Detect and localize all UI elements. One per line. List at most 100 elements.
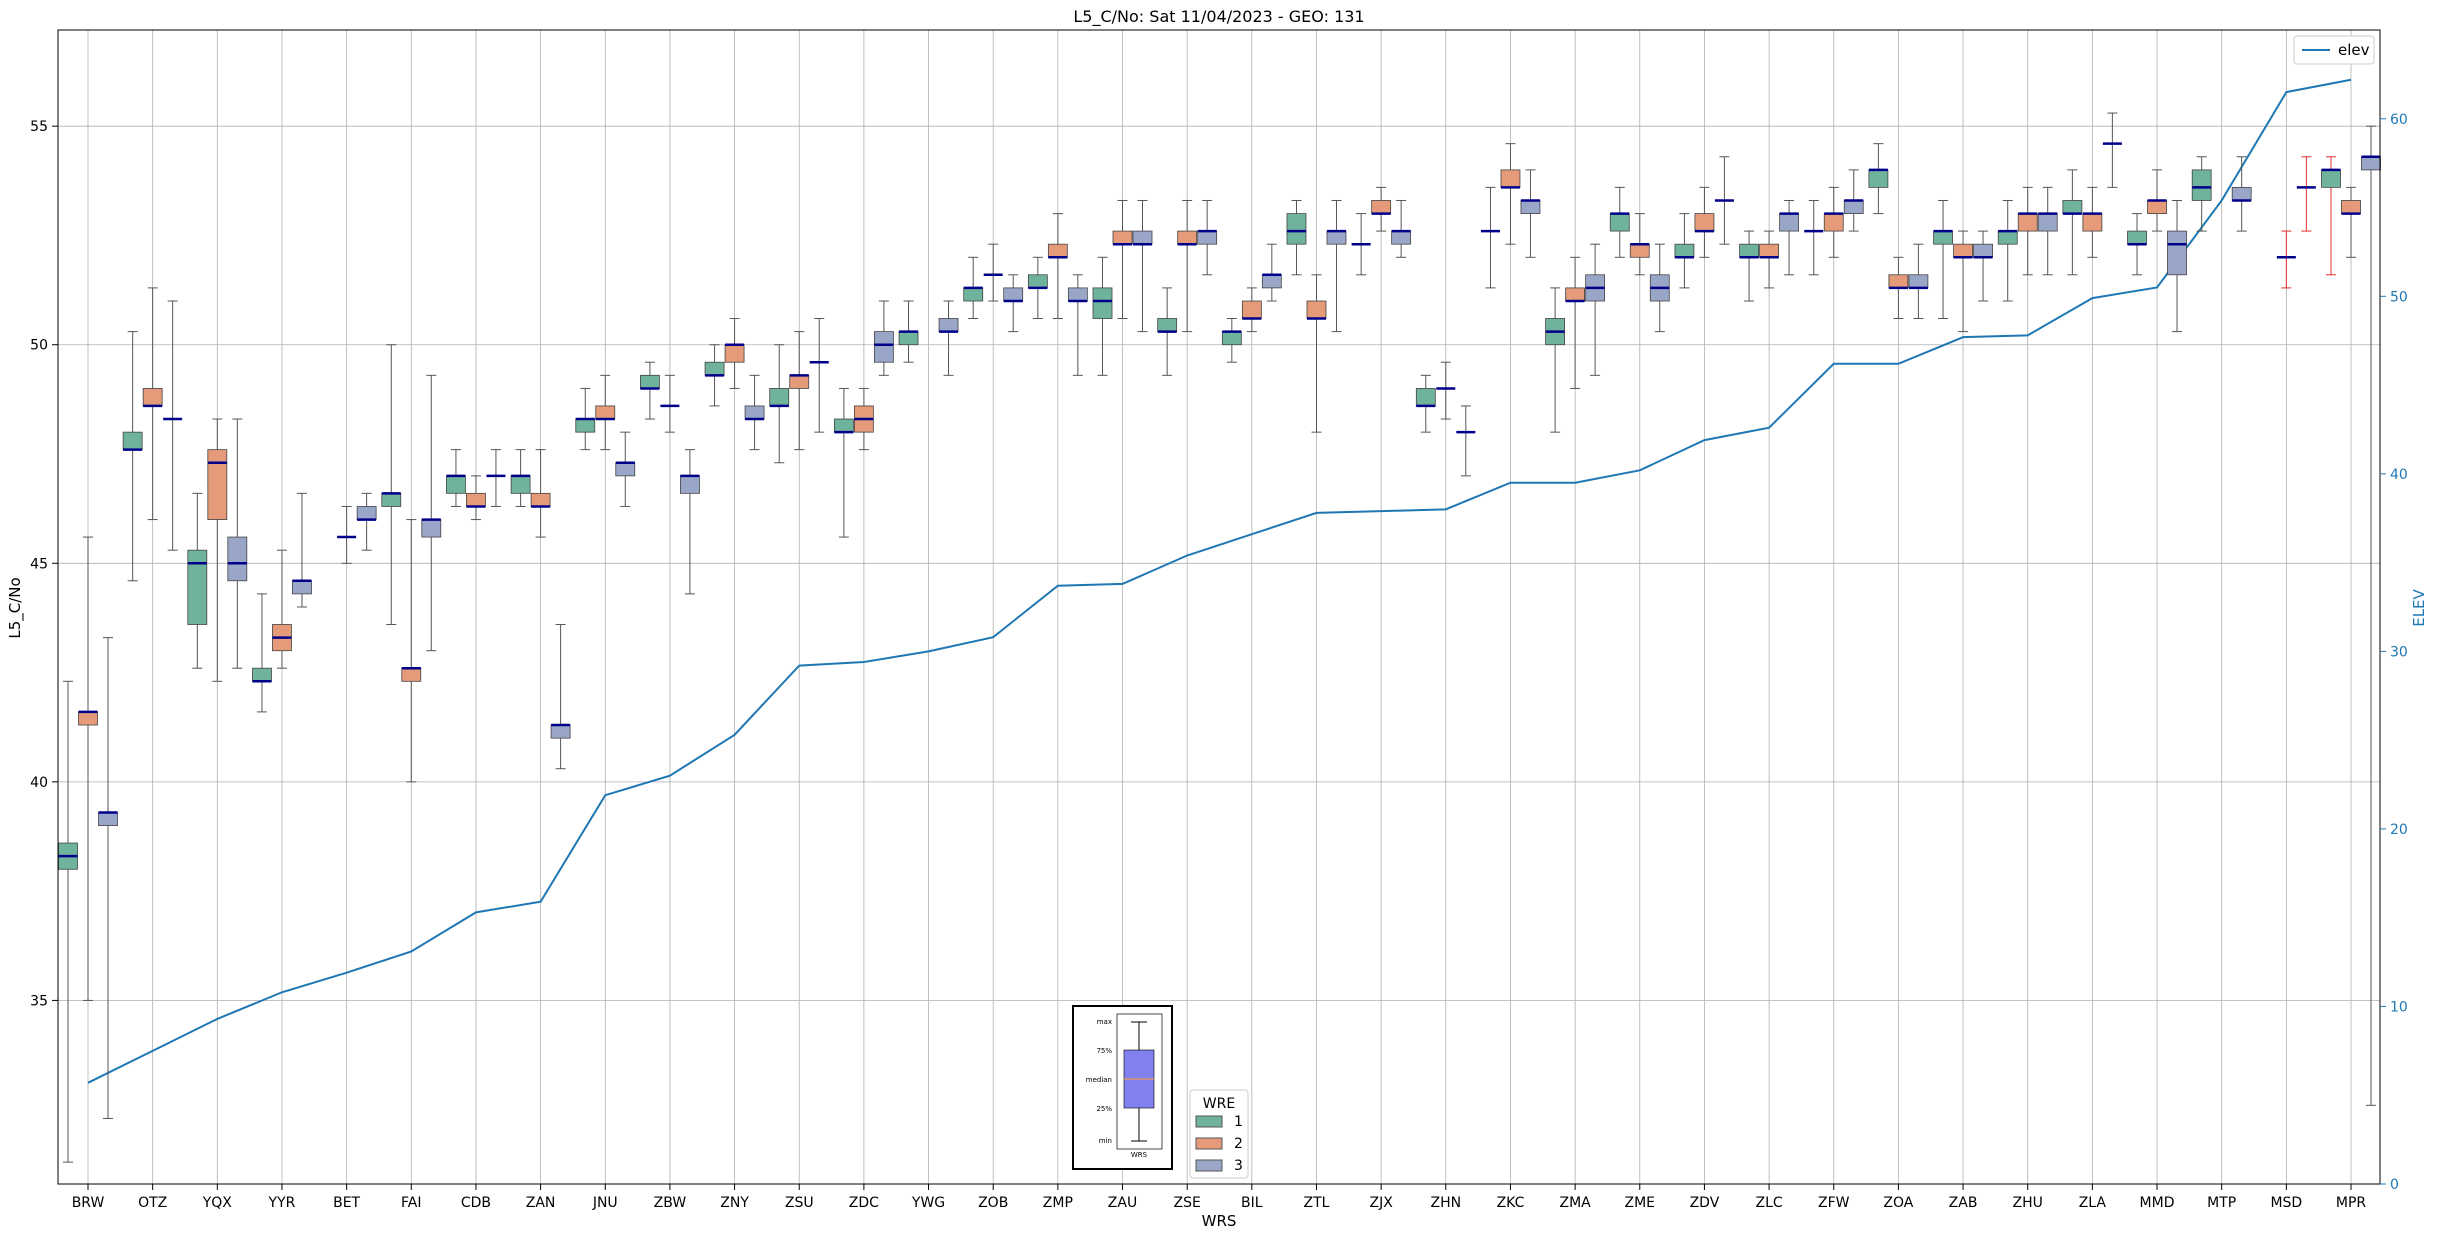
x-tick-label: ZHN [1431,1195,1462,1211]
box-iqr [2127,230,2147,245]
box-iqr [421,519,442,538]
box-iqr [704,361,725,376]
box-wre-2-zhn [1436,361,1456,420]
box-wre-1-yqx [187,492,208,669]
box-wre-3-fai [421,374,442,652]
box-iqr [227,536,248,582]
x-tick-label: ZSU [785,1195,814,1211]
box-wre-3-zoa [1908,243,1929,319]
y-tick-label: 50 [30,338,48,354]
box-wre-3-zfw [1843,169,1864,232]
y2-tick-label: 0 [2390,1177,2399,1193]
box-iqr [1092,287,1113,319]
box-iqr [833,418,854,433]
box-iqr [78,711,98,726]
box-wre-3-brw [98,637,118,1119]
box-iqr [1177,230,1198,245]
x-tick-label: ZOB [978,1195,1008,1211]
box-wre-3-mmd [2167,199,2187,333]
x-tick-label: BRW [72,1195,105,1211]
x-tick-label: ZLC [1755,1195,1782,1211]
x-tick-label: CDB [461,1195,491,1211]
chart-title: L5_C/No: Sat 11/04/2023 - GEO: 131 [1073,7,1364,27]
box-iqr [252,667,272,682]
x-tick-label: MPR [2336,1195,2367,1211]
box-wre-2-msd [2276,230,2296,289]
box-wre-2-otz [142,287,163,521]
box-iqr [2341,200,2361,214]
box-wre-2-zmp [1047,213,1068,319]
box-wre-1-cdb [446,449,466,507]
box-iqr [1565,287,1586,302]
box-wre-3-zab [1973,230,1993,302]
box-wre-2-zny [724,318,745,389]
box-iqr [2062,200,2083,214]
x-tick-label: ZKC [1497,1195,1525,1211]
box-wre-2-zlc [1759,230,1779,289]
x-tick-label: YYR [268,1195,296,1211]
box-wre-1-jnu [575,387,596,451]
box-iqr [466,492,486,507]
box-iqr [550,724,571,739]
y2-tick-label: 60 [2390,112,2408,128]
box-wre-1-zse [1157,287,1178,376]
box-wre-1-mmd [2127,213,2147,276]
y-axis-label: L5_C/No [6,577,25,638]
box-iqr [1371,200,1392,214]
box-wre-1-zla [2062,169,2083,276]
box-iqr [1739,243,1759,258]
box-wre-2-mmd [2147,169,2167,232]
box-iqr [1674,243,1695,258]
box-explainer-inset: max 75% median 25% min WRS [1072,1005,1173,1170]
y2-tick-label: 20 [2390,822,2408,838]
box-wre-1-zdc [833,387,854,538]
box-iqr [1629,243,1650,258]
box-wre-3-bet [356,492,377,551]
inset-label-q3: 75% [1096,1047,1112,1055]
y-tick-label: 40 [30,775,48,791]
box-iqr [1197,230,1218,245]
box-wre-1-mpr [2321,156,2341,276]
box-wre-3-mtp [2231,156,2252,232]
box-wre-1-zoa [1868,143,1889,215]
box-wre-2-yyr [272,549,292,669]
box-wre-2-zhu [2017,186,2038,276]
box-iqr [1973,243,1993,258]
box-iqr [2321,169,2341,188]
box-iqr [530,492,551,507]
box-iqr [1823,213,1844,232]
box-iqr [1132,230,1153,245]
x-tick-label: FAI [401,1195,421,1211]
box-wre-2-zdc [853,387,874,451]
box-iqr [1908,274,1929,289]
wre-legend-label-2: 2 [1234,1136,1243,1152]
box-wre-3-zbw [680,449,700,595]
x-tick-label: ZLA [2079,1195,2107,1211]
box-iqr [1157,318,1178,333]
x-tick-label: ZFW [1818,1195,1850,1211]
box-wre-1-ywg [898,300,919,363]
box-iqr [724,344,745,363]
box-iqr [963,287,984,302]
box-wre-3-cdb [486,449,506,507]
box-iqr [1759,243,1779,258]
box-iqr [2361,156,2381,171]
box-iqr [1609,213,1630,232]
box-wre-3-zma [1585,243,1606,376]
x-tick-label: JNU [592,1195,618,1211]
box-wre-1-zhu [1997,199,2018,302]
x-tick-label: ZMP [1043,1195,1073,1211]
x-tick-label: ZDV [1690,1195,1720,1211]
box-iqr [680,475,700,494]
box-wre-3-zdc [873,300,894,376]
box-wre-3-zau [1132,199,1153,333]
box-wre-3-zhu [2037,186,2058,276]
box-iqr [615,462,636,477]
box-wre-2-ztl [1306,274,1327,433]
box-iqr [575,418,596,433]
box-iqr [2191,169,2212,201]
box-wre-3-otz [163,300,183,551]
box-wre-1-zma [1545,287,1566,433]
box-iqr [1779,213,1799,232]
box-iqr [2037,213,2058,232]
